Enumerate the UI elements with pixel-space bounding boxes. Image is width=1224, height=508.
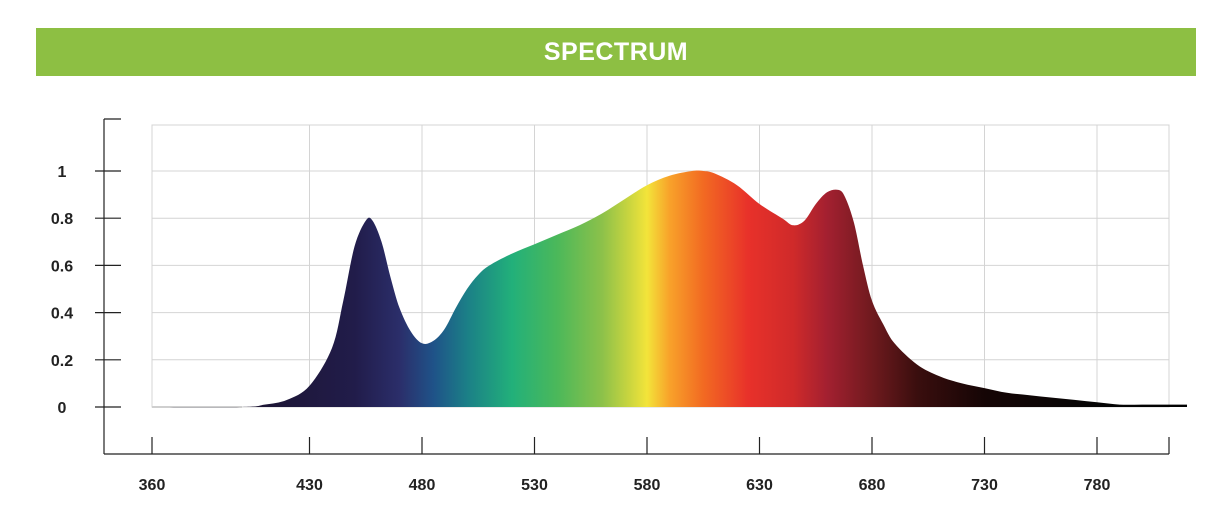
series-layer [152, 170, 1187, 408]
title-banner: SPECTRUM [36, 28, 1196, 76]
x-tick-label-3: 530 [521, 477, 548, 494]
axes [95, 118, 1170, 455]
x-tick-labels: 360 430 480 530 580 630 680 730 780 [139, 477, 1111, 494]
x-tick-label-1: 430 [296, 477, 323, 494]
y-tick-label-4: 0.8 [51, 211, 73, 228]
x-tick-label-2: 480 [409, 477, 436, 494]
x-tick-label-4: 580 [634, 477, 661, 494]
y-tick-label-3: 0.6 [51, 258, 73, 275]
spectrum-area [152, 170, 1187, 408]
x-tick-label-6: 680 [859, 477, 886, 494]
x-tick-label-0: 360 [139, 477, 166, 494]
x-tick-label-7: 730 [971, 477, 998, 494]
y-tick-label-5: 1 [58, 164, 67, 181]
x-tick-label-8: 780 [1084, 477, 1111, 494]
y-tick-label-2: 0.4 [51, 306, 73, 323]
y-tick-label-1: 0.2 [51, 353, 73, 370]
x-tick-label-5: 630 [746, 477, 773, 494]
y-tick-label-0: 0 [58, 400, 67, 417]
y-tick-labels: 0 0.2 0.4 0.6 0.8 1 [51, 164, 73, 417]
banner-title: SPECTRUM [543, 37, 689, 66]
